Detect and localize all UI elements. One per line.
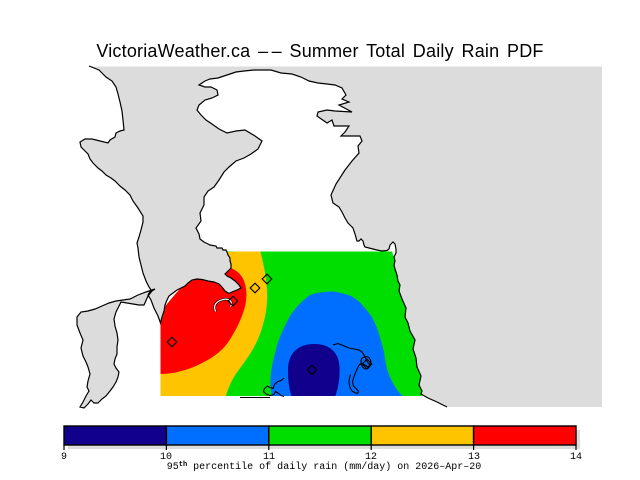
svg-text:12: 12	[365, 452, 377, 463]
svg-text:VictoriaWeather.ca –– Summer T: VictoriaWeather.ca –– Summer Total Daily…	[96, 41, 543, 61]
svg-text:14: 14	[570, 452, 582, 463]
svg-text:13: 13	[468, 452, 480, 463]
svg-text:10: 10	[160, 452, 172, 463]
svg-text:95th percentile of daily rain: 95th percentile of daily rain (mm/day) o…	[167, 461, 481, 473]
svg-text:9: 9	[61, 452, 67, 463]
svg-text:11: 11	[263, 452, 275, 463]
